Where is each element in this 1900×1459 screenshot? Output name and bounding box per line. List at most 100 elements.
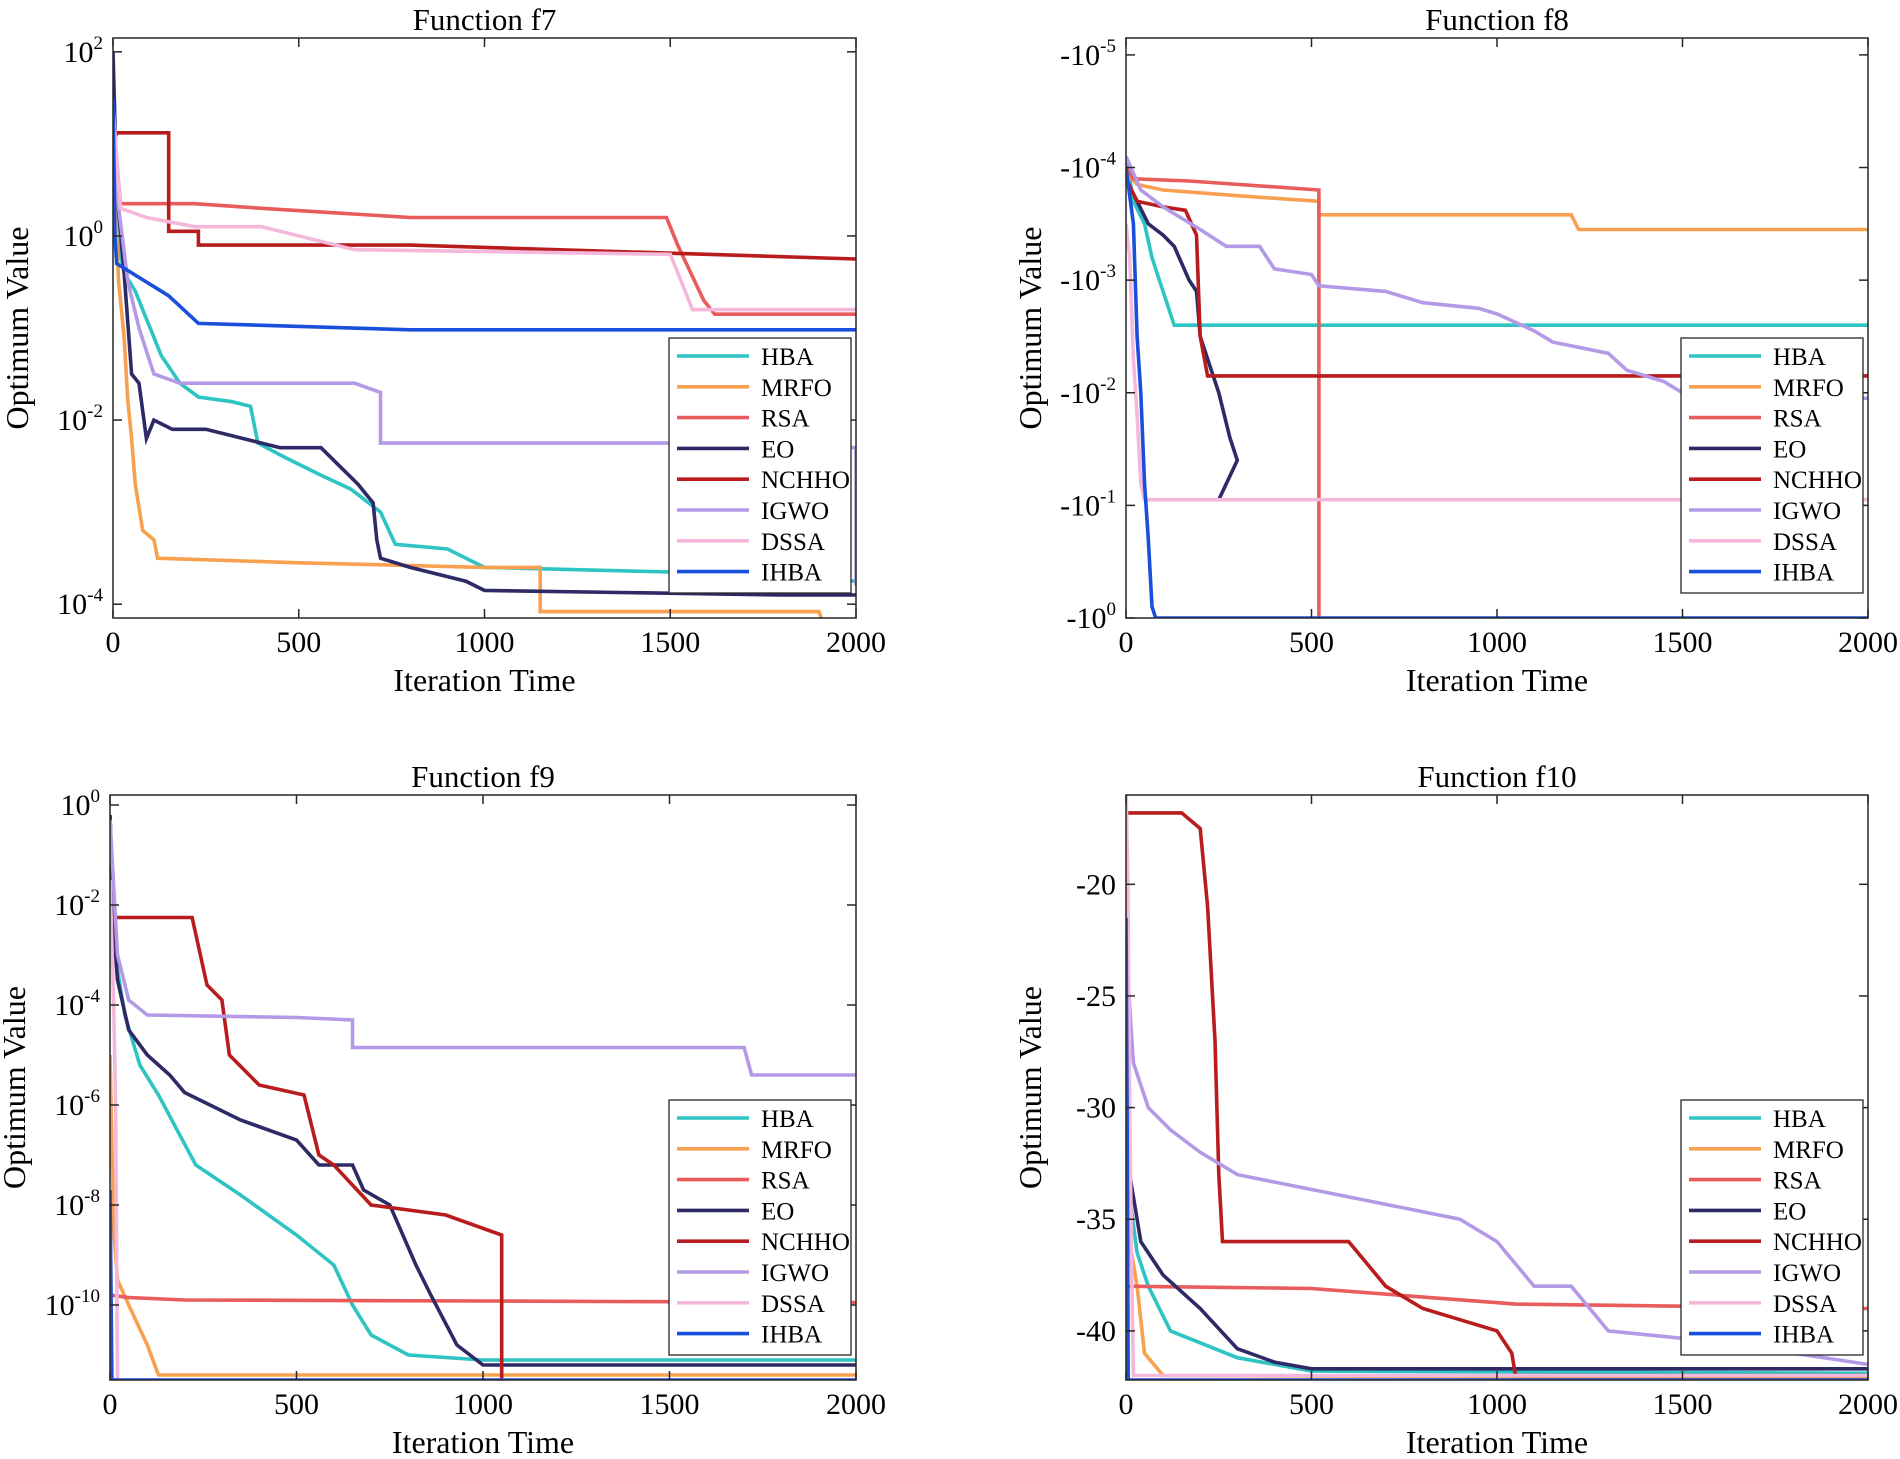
y-tick-label: -10-4 (1060, 149, 1116, 185)
legend-label-hba: HBA (1773, 344, 1826, 371)
series-line-ihba (1126, 167, 1868, 618)
x-tick-label: 500 (276, 626, 321, 659)
y-tick-label: 10-4 (57, 585, 103, 621)
legend-label-dssa: DSSA (1773, 529, 1837, 556)
legend-label-mrfo: MRFO (761, 375, 832, 402)
chart-title: Function f8 (1425, 2, 1569, 37)
chart-title: Function f9 (411, 759, 555, 794)
legend-label-eo: EO (1773, 436, 1806, 463)
legend-label-nchho: NCHHO (761, 467, 850, 494)
legend-label-hba: HBA (761, 344, 814, 371)
chart-panel-1: 0 500 1000 1500 2000 102 100 10-2 10-4 Function f… (0, 2, 886, 698)
legend-label-igwo: IGWO (1773, 1260, 1841, 1287)
legend-label-dssa: DSSA (1773, 1291, 1837, 1318)
legend-label-nchho: NCHHO (1773, 467, 1862, 494)
y-tick-label: 10-10 (45, 1286, 100, 1322)
legend: HBA MRFO RSA EO NCHHO IGWO DSSA IHBA (668, 337, 852, 594)
series-line-nchho (1126, 811, 1868, 1378)
series-line-ihba (113, 97, 856, 332)
series-line-mrfo (110, 1054, 856, 1377)
x-tick-label: 0 (103, 1388, 118, 1421)
legend-label-nchho: NCHHO (761, 1229, 850, 1256)
x-tick-label: 1500 (1653, 1388, 1713, 1421)
y-tick-label: 102 (64, 33, 104, 69)
y-tick-label: 100 (64, 217, 104, 253)
series-line-igwo (110, 819, 856, 1077)
series-group (1126, 155, 1868, 618)
series-line-hba (1126, 156, 1868, 327)
series-line-dssa (1126, 795, 1868, 1378)
legend-label-eo: EO (761, 1198, 794, 1225)
legend-box (668, 1099, 852, 1356)
legend-label-ihba: IHBA (761, 560, 822, 587)
series-line-eo (113, 51, 856, 597)
x-tick-label: 0 (1119, 626, 1134, 659)
legend-label-ihba: IHBA (761, 1322, 822, 1349)
y-axis-label: Optimum Value (0, 227, 35, 430)
x-tick-label: 1500 (640, 1388, 700, 1421)
legend-label-rsa: RSA (761, 406, 810, 433)
chart-panel-3: 0 500 1000 1500 2000 100 10-2 10-4 10-6 10-8 10-10… (0, 759, 886, 1459)
series-line-mrfo (113, 153, 824, 618)
y-tick-label: -25 (1076, 980, 1116, 1013)
series-group (113, 51, 856, 618)
chart-title: Function f10 (1417, 759, 1576, 794)
y-tick-label: -10-3 (1060, 261, 1116, 297)
legend-label-igwo: IGWO (761, 1260, 829, 1287)
legend-label-dssa: DSSA (761, 529, 825, 556)
y-tick-label: 10-6 (54, 1086, 100, 1122)
x-axis-label: Iteration Time (393, 662, 575, 698)
series-line-dssa (113, 106, 856, 312)
series-line-eo (1126, 178, 1240, 501)
y-tick-label: -20 (1076, 868, 1116, 901)
x-tick-label: 500 (1289, 1388, 1334, 1421)
x-tick-label: 500 (274, 1388, 319, 1421)
legend-label-rsa: RSA (1773, 406, 1822, 433)
chart-panel-4: 0 500 1000 1500 2000 -20 -25 -30 -35 -40 Function … (1012, 759, 1898, 1459)
x-tick-label: 0 (1119, 1388, 1134, 1421)
y-tick-label: 10-4 (54, 986, 100, 1022)
legend-label-nchho: NCHHO (1773, 1229, 1862, 1256)
y-axis-label: Optimum Value (1012, 227, 1048, 430)
legend: HBA MRFO RSA EO NCHHO IGWO DSSA IHBA (668, 1099, 852, 1356)
series-line-nchho (113, 131, 856, 261)
legend-label-hba: HBA (761, 1106, 814, 1133)
legend-label-mrfo: MRFO (1773, 375, 1844, 402)
x-tick-label: 1000 (1467, 1388, 1527, 1421)
legend-label-rsa: RSA (761, 1168, 810, 1195)
x-axis-label: Iteration Time (392, 1424, 574, 1459)
x-axis-label: Iteration Time (1406, 1424, 1588, 1459)
series-line-nchho (110, 915, 504, 1380)
y-tick-label: 10-2 (57, 401, 103, 437)
y-tick-label: -100 (1067, 599, 1117, 635)
series-line-igwo (1126, 155, 1868, 401)
chart-panel-2: 0 500 1000 1500 2000 -10-5 -10-4 -10-3 -10-2 -10-… (1012, 2, 1898, 698)
y-axis-label: Optimum Value (1012, 986, 1048, 1189)
series-line-eo (1126, 1040, 1868, 1371)
y-tick-label: -10-1 (1060, 486, 1116, 522)
series-line-rsa (110, 1293, 856, 1305)
series-line-eo (110, 814, 856, 1367)
legend-label-rsa: RSA (1773, 1168, 1822, 1195)
y-tick-label: -10-2 (1060, 374, 1116, 410)
legend-label-mrfo: MRFO (761, 1137, 832, 1164)
chart-title: Function f7 (413, 2, 557, 37)
x-tick-label: 1500 (640, 626, 700, 659)
x-tick-label: 1000 (1467, 626, 1527, 659)
legend: HBA MRFO RSA EO NCHHO IGWO DSSA IHBA (1680, 1099, 1864, 1356)
y-tick-label: -10-5 (1060, 36, 1116, 72)
x-tick-label: 2000 (1838, 626, 1898, 659)
y-tick-label: -35 (1076, 1203, 1116, 1236)
x-tick-label: 0 (106, 626, 121, 659)
series-line-hba (113, 125, 856, 583)
legend-label-ihba: IHBA (1773, 560, 1834, 587)
legend-label-eo: EO (761, 436, 794, 463)
legend-box (1680, 1099, 1864, 1356)
x-tick-label: 500 (1289, 626, 1334, 659)
y-tick-label: -30 (1076, 1092, 1116, 1125)
legend: HBA MRFO RSA EO NCHHO IGWO DSSA IHBA (1680, 337, 1864, 594)
y-tick-label: 10-2 (54, 886, 100, 922)
y-tick-label: 100 (61, 786, 101, 822)
x-tick-label: 1000 (455, 626, 515, 659)
